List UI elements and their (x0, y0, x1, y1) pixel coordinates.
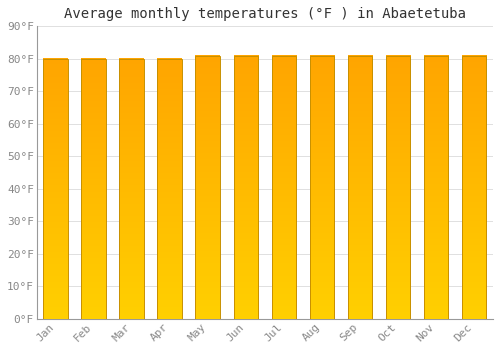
Bar (272, 56, 296, 319)
Bar (310, 56, 334, 319)
Bar (234, 56, 258, 319)
Bar (348, 56, 372, 319)
Bar (158, 59, 182, 319)
Bar (462, 56, 486, 319)
Bar (386, 56, 410, 319)
Bar (82, 59, 106, 319)
Title: Average monthly temperatures (°F ) in Abaetetuba: Average monthly temperatures (°F ) in Ab… (64, 7, 466, 21)
Bar (120, 59, 144, 319)
Bar (424, 56, 448, 319)
Bar (44, 59, 68, 319)
Bar (196, 56, 220, 319)
